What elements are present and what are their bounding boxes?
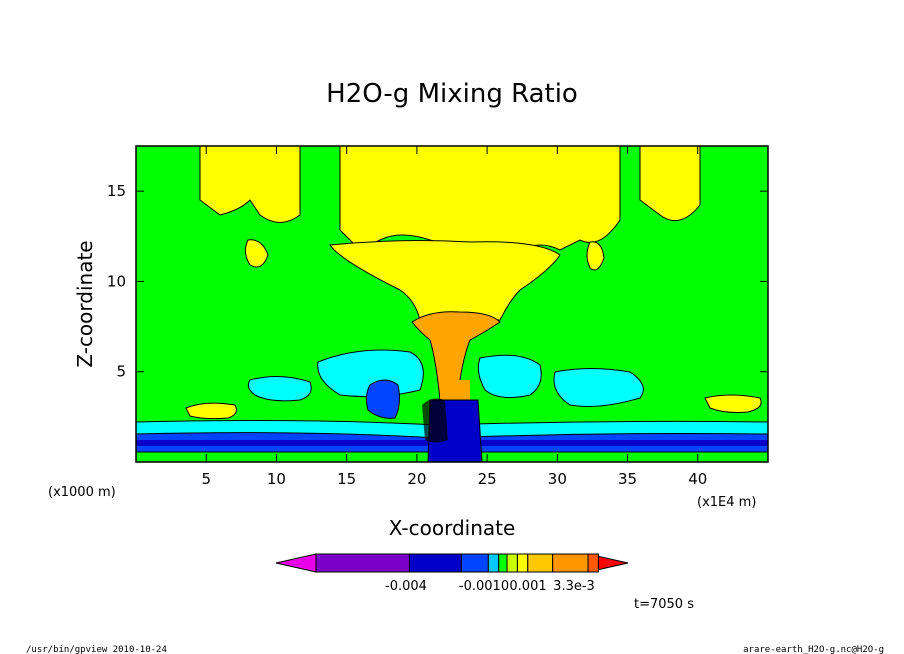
contour-cyan-right: [477, 354, 542, 399]
y-unit-label: (x1000 m): [48, 485, 116, 500]
x-tick-label: 20: [407, 470, 426, 488]
colorbar-segment: [315, 553, 410, 573]
colorbar: [275, 553, 629, 573]
x-tick-label: 5: [201, 470, 211, 488]
time-annotation: t=7050 s: [634, 597, 694, 612]
contour-upper-left: [199, 146, 301, 223]
y-axis-title: Z-coordinate: [73, 240, 97, 367]
plot-frame: [135, 145, 769, 463]
colorbar-segment: [587, 553, 599, 573]
colorbar-min-arrow: [275, 553, 317, 573]
x-unit-label: (x1E4 m): [697, 495, 756, 510]
colorbar-segment: [552, 553, 589, 573]
x-tick-label: 25: [478, 470, 497, 488]
colorbar-segment: [460, 553, 489, 573]
x-tick-label: 35: [618, 470, 637, 488]
contour-cyan-far-right: [553, 368, 644, 407]
colorbar-label: -0.004: [385, 579, 427, 594]
x-tick-label: 40: [688, 470, 707, 488]
colorbar-label: 0.001: [509, 579, 546, 594]
colorbar-segment: [487, 553, 500, 573]
colorbar-label: 3.3e-3: [553, 579, 595, 594]
y-tick-label: 15: [107, 182, 126, 200]
y-axis-ticks: 5 10 15: [107, 182, 768, 381]
contour-black-streaks: [422, 398, 448, 443]
colorbar-segment: [408, 553, 462, 573]
y-tick-label: 5: [116, 363, 126, 381]
plot-area: [135, 145, 769, 463]
x-tick-label: 15: [337, 470, 356, 488]
contour-blob-right: [586, 241, 605, 271]
colorbar-segment: [498, 553, 508, 573]
contour-core-upper: [411, 311, 501, 401]
colorbar-segment: [516, 553, 529, 573]
contour-upper-center: [339, 146, 621, 251]
x-tick-label: 30: [548, 470, 567, 488]
chart-title: H2O-g Mixing Ratio: [326, 79, 578, 109]
y-tick-label: 10: [107, 272, 126, 290]
x-tick-label: 10: [267, 470, 286, 488]
footer-right: arare-earth_H2O-g.nc@H2O-g: [743, 645, 884, 654]
contour-anvil: [329, 240, 561, 321]
x-axis-title: X-coordinate: [389, 516, 516, 540]
contour-blob-left: [244, 239, 269, 268]
colorbar-segment: [506, 553, 518, 573]
colorbar-segment: [527, 553, 554, 573]
contour-upper-right: [639, 146, 701, 222]
contour-yellow-low-right: [704, 394, 762, 413]
x-axis-ticks: 5 10 15 20 25 30 35 40: [201, 146, 707, 488]
footer-left: /usr/bin/gpview 2010-10-24: [26, 645, 167, 654]
colorbar-labels: -0.004 -0.0010 0.001 3.3e-3: [385, 579, 595, 594]
contour-cyan-left: [247, 376, 312, 402]
colorbar-label: -0.0010: [459, 579, 509, 594]
contour-blue-core: [365, 379, 400, 419]
contour-yellow-low-left: [185, 402, 237, 420]
